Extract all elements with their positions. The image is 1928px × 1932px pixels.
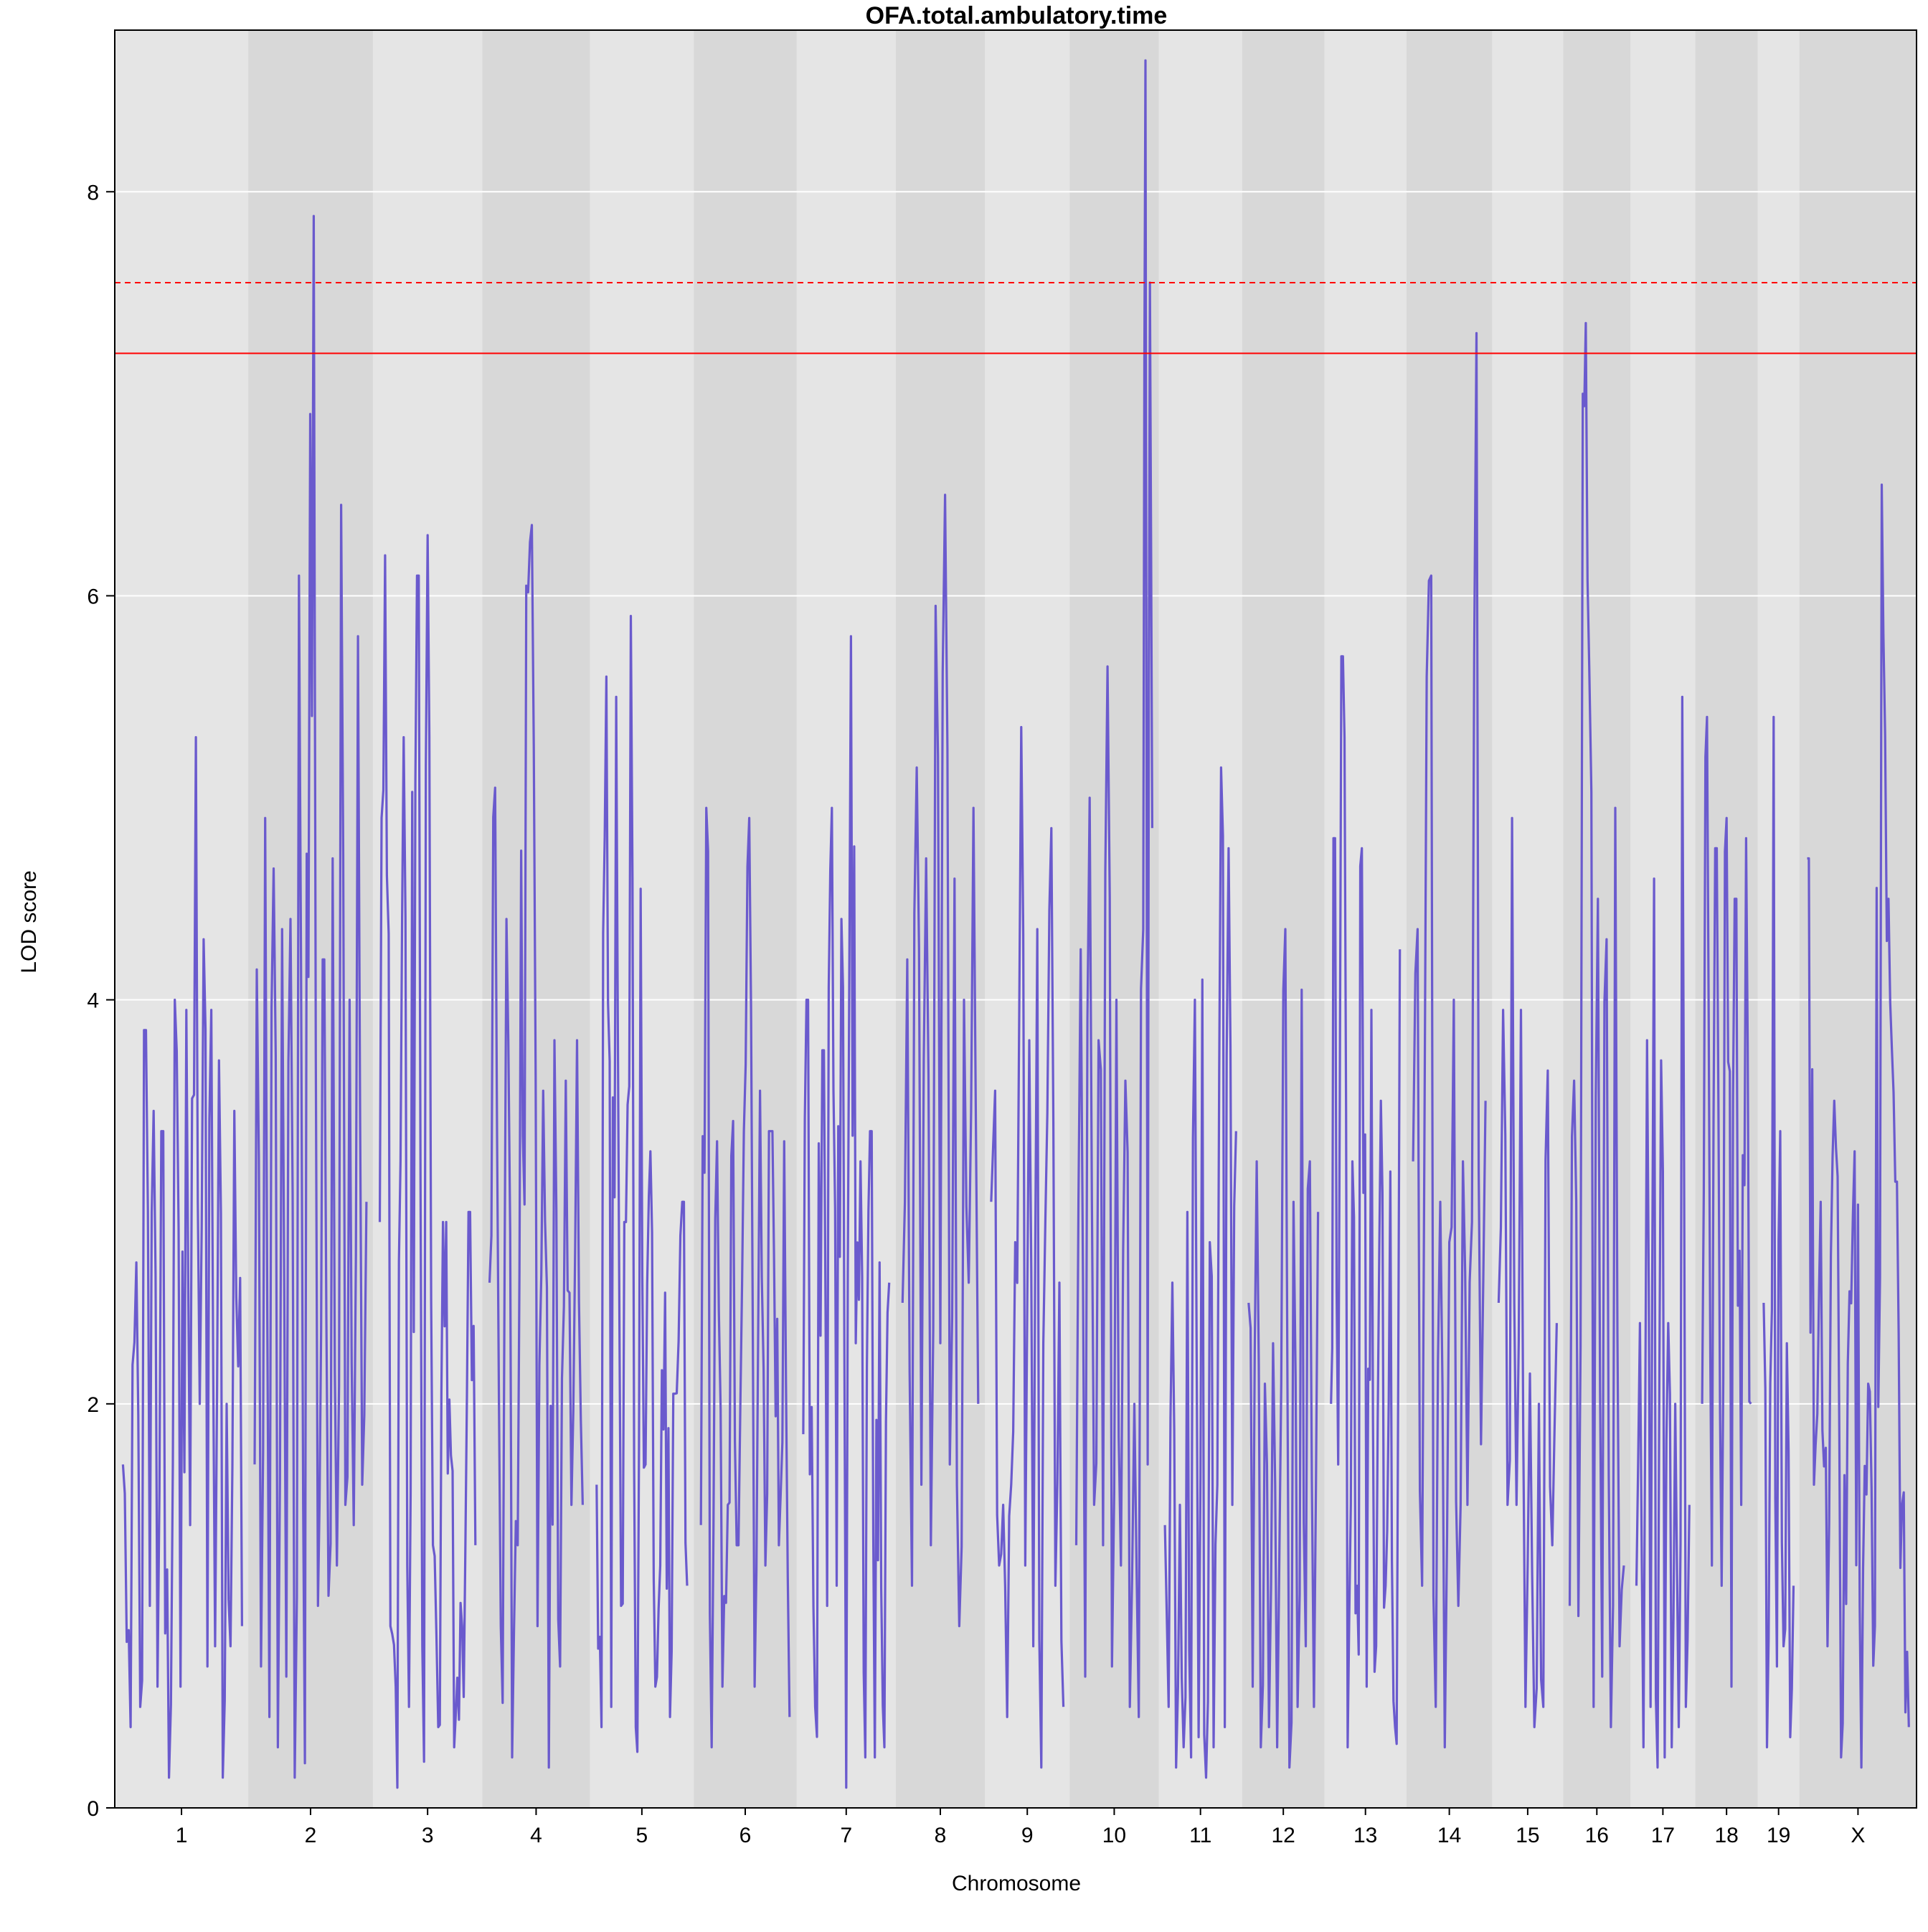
lod-curve-chr-2	[253, 215, 368, 1779]
x-tick-label-15: 15	[1516, 1824, 1539, 1847]
lod-curve-chr-11	[1163, 766, 1237, 1779]
y-tick-label-2: 2	[87, 1393, 99, 1417]
chart-title: OFA.total.ambulatory.time	[866, 2, 1168, 29]
x-tick-label-11: 11	[1189, 1824, 1211, 1847]
lod-curve-chr-1	[121, 736, 243, 1779]
y-tick-label-0: 0	[87, 1797, 99, 1821]
lod-curve-chr-19	[1762, 715, 1795, 1749]
x-tick-label-6: 6	[739, 1824, 752, 1847]
x-tick-label-16: 16	[1585, 1824, 1609, 1847]
y-tick-label-8: 8	[87, 181, 99, 204]
chromosome-bands	[115, 30, 1917, 1808]
x-tick-label-19: 19	[1767, 1824, 1790, 1847]
x-axis-label: Chromosome	[952, 1872, 1081, 1895]
x-tick-label-17: 17	[1651, 1824, 1675, 1847]
lod-curve-chr-12	[1247, 928, 1320, 1769]
lod-curve-layer	[121, 59, 1910, 1789]
lod-curve-chr-X	[1807, 484, 1910, 1769]
y-axis-label: LOD score	[17, 870, 41, 973]
chromosome-band-12	[1242, 30, 1325, 1808]
lod-curve-chr-17	[1635, 695, 1691, 1769]
x-tick-label-13: 13	[1353, 1824, 1377, 1847]
y-axis-ticks: 0 2 4 6 8	[87, 181, 115, 1821]
lod-curve-chr-16	[1568, 321, 1625, 1728]
chromosome-band-5	[590, 30, 694, 1808]
x-tick-label-14: 14	[1437, 1824, 1461, 1847]
lod-curve-chr-15	[1497, 816, 1558, 1728]
lod-curve-chr-7	[802, 635, 891, 1789]
lod-curve-chr-8	[901, 494, 980, 1628]
lod-curve-chr-3	[378, 534, 477, 1789]
lod-curve-chr-9	[990, 725, 1065, 1769]
lod-curve-chr-4	[488, 524, 584, 1769]
threshold-lines	[115, 281, 1917, 354]
x-tick-label-3: 3	[422, 1824, 434, 1847]
lod-curve-chr-5	[595, 615, 689, 1753]
y-tick-label-6: 6	[87, 585, 99, 608]
x-tick-label-4: 4	[530, 1824, 542, 1847]
x-tick-label-12: 12	[1271, 1824, 1295, 1847]
x-axis-ticks: 1 2 3 4 5 6 7 8 9 10 11 12 13 14 15 16 17 18 19 X	[176, 1808, 1865, 1847]
lod-curve-chr-14	[1412, 331, 1487, 1749]
x-tick-label-1: 1	[176, 1824, 188, 1847]
lod-curve-chr-13	[1330, 655, 1402, 1749]
lod-curve-chr-10	[1074, 59, 1153, 1718]
plot-frame	[114, 29, 1917, 1809]
x-tick-label-5: 5	[636, 1824, 648, 1847]
x-tick-label-2: 2	[305, 1824, 317, 1847]
x-tick-label-10: 10	[1102, 1824, 1126, 1847]
x-tick-label-7: 7	[840, 1824, 852, 1847]
x-tick-label-8: 8	[935, 1824, 947, 1847]
x-tick-label-9: 9	[1021, 1824, 1034, 1847]
chromosome-band-2	[248, 30, 374, 1808]
y-tick-label-4: 4	[87, 989, 99, 1013]
x-tick-label-X: X	[1851, 1824, 1865, 1847]
lod-curve-chr-18	[1701, 715, 1752, 1688]
chromosome-band-19	[1757, 30, 1800, 1808]
lod-curve-chr-6	[699, 806, 791, 1749]
chromosome-band-14	[1406, 30, 1493, 1808]
x-tick-label-18: 18	[1714, 1824, 1738, 1847]
